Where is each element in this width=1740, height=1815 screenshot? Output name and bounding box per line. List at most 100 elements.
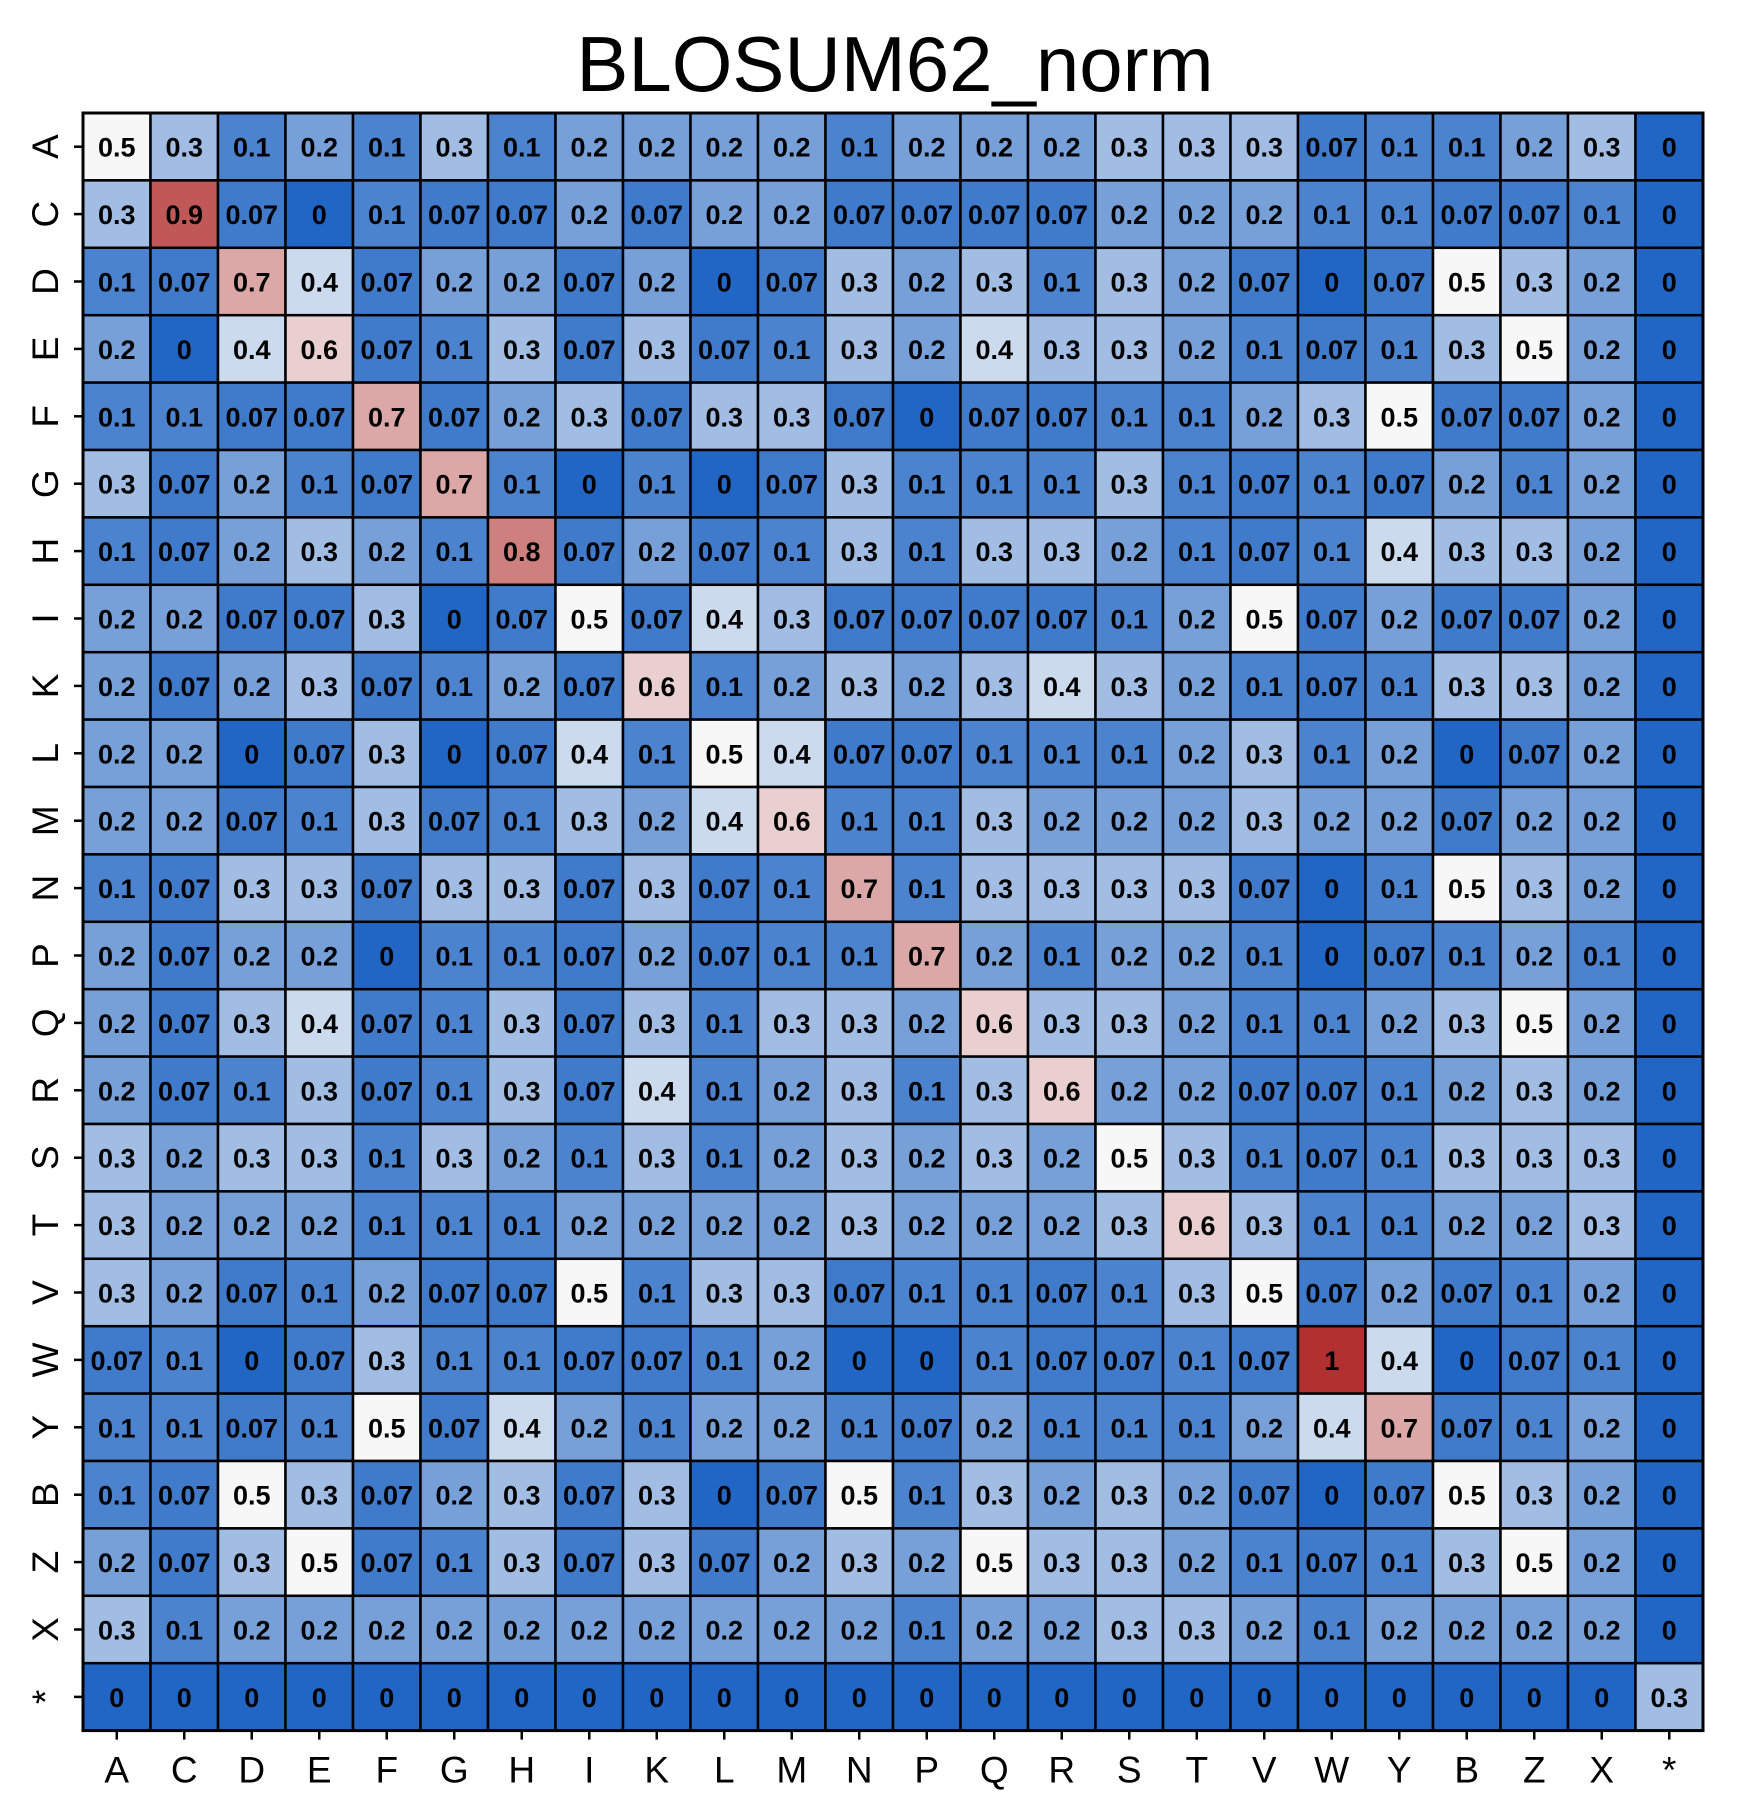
heatmap-cell (621, 1527, 692, 1598)
cell-value-label: 0.07 (1035, 1279, 1088, 1309)
cell-value-label: 0.3 (570, 402, 608, 432)
heatmap-cell (824, 1661, 895, 1732)
heatmap-cell (1566, 1190, 1637, 1261)
cell-value-label: 0.6 (1043, 1076, 1081, 1106)
y-tick-label: C (25, 201, 66, 228)
heatmap-cell (419, 448, 490, 519)
cell-value-label: 0.3 (368, 807, 406, 837)
heatmap-cell (419, 1055, 490, 1126)
heatmap-cell (1364, 920, 1435, 991)
cell-value-label: 0.1 (98, 874, 136, 904)
heatmap-cell (891, 1055, 962, 1126)
cell-value-label: 0.07 (563, 1481, 616, 1511)
cell-value-label: 0 (987, 1683, 1002, 1713)
cell-value-label: 0.07 (293, 739, 346, 769)
cell-value-label: 0.2 (435, 268, 473, 298)
cell-value-label: 0.2 (638, 1616, 676, 1646)
cell-value-label: 0.1 (1245, 1548, 1283, 1578)
y-tick-label: W (25, 1342, 66, 1377)
cell-value-label: 0.1 (570, 1144, 608, 1174)
cell-value-label: 0.3 (300, 874, 338, 904)
cell-value-label: 0.3 (638, 1548, 676, 1578)
cell-value-label: 0 (1662, 739, 1677, 769)
cell-value-label: 0.07 (360, 1076, 413, 1106)
cell-value-label: 0.07 (1035, 402, 1088, 432)
cell-value-label: 0 (1662, 470, 1677, 500)
cell-value-label: 0.3 (98, 1144, 136, 1174)
x-tick-label: A (104, 1750, 129, 1791)
cell-value-label: 0.3 (570, 807, 608, 837)
heatmap-cell (216, 650, 287, 721)
cell-value-label: 0.1 (1245, 335, 1283, 365)
cell-value-label: 0.2 (570, 1616, 608, 1646)
cell-value-label: 0.4 (503, 1413, 541, 1443)
cell-value-label: 0.2 (570, 200, 608, 230)
cell-value-label: 0.2 (908, 672, 946, 702)
cell-value-label: 0.3 (1043, 335, 1081, 365)
cell-value-label: 0.07 (630, 200, 683, 230)
heatmap-cell (1026, 1661, 1097, 1732)
cell-value-label: 0 (919, 1346, 934, 1376)
cell-value-label: 0.1 (1380, 672, 1418, 702)
heatmap-cell (1229, 1527, 1300, 1598)
heatmap-cell (1026, 1055, 1097, 1126)
cell-value-label: 0.3 (233, 1144, 271, 1174)
heatmap-cell (1431, 1324, 1502, 1395)
cell-value-label: 0.3 (1448, 537, 1486, 567)
cell-value-label: 0.07 (563, 1009, 616, 1039)
cell-value-label: 0 (1662, 1211, 1677, 1241)
heatmap-cell (1634, 1122, 1705, 1193)
cell-value-label: 0.4 (1043, 672, 1081, 702)
cell-value-label: 0.1 (1110, 1413, 1148, 1443)
heatmap-cell (1431, 1661, 1502, 1732)
cell-value-label: 0.3 (638, 1481, 676, 1511)
cell-value-label: 0.1 (300, 807, 338, 837)
heatmap-cell (216, 1661, 287, 1732)
cell-value-label: 0.3 (1043, 1009, 1081, 1039)
cell-value-label: 0.4 (1380, 1346, 1418, 1376)
cell-value-label: 0.1 (1583, 1346, 1621, 1376)
x-tick-label: T (1185, 1750, 1208, 1791)
cell-value-label: 0.2 (1110, 1076, 1148, 1106)
heatmap-cell (824, 1324, 895, 1395)
heatmap-cell (891, 448, 962, 519)
x-tick-label: G (440, 1750, 469, 1791)
cell-value-label: 0.2 (368, 1616, 406, 1646)
heatmap-cell (824, 785, 895, 856)
cell-value-label: 0.1 (435, 1346, 473, 1376)
cell-value-label: 0.1 (705, 1144, 743, 1174)
cell-value-label: 0.5 (1515, 1009, 1553, 1039)
cell-value-label: 0.1 (908, 874, 946, 904)
cell-value-label: 0.07 (900, 739, 953, 769)
cell-value-label: 0.3 (1448, 672, 1486, 702)
heatmap-cell (419, 583, 490, 654)
cell-value-label: 0 (514, 1683, 529, 1713)
cell-value-label: 0.1 (638, 739, 676, 769)
cell-value-label: 0.1 (1245, 1144, 1283, 1174)
cell-value-label: 0.3 (435, 1144, 473, 1174)
cell-value-label: 0.07 (225, 1413, 278, 1443)
cell-value-label: 0.2 (773, 1211, 811, 1241)
cell-value-label: 0.2 (233, 672, 271, 702)
heatmap-cell (1094, 1122, 1165, 1193)
cell-value-label: 0.3 (1110, 335, 1148, 365)
cell-value-label: 0.07 (698, 942, 751, 972)
cell-value-label: 0.1 (1043, 268, 1081, 298)
cell-value-label: 0.2 (1245, 1616, 1283, 1646)
cell-value-label: 0.2 (908, 1144, 946, 1174)
heatmap-cell (1499, 987, 1570, 1058)
cell-value-label: 0.3 (1515, 268, 1553, 298)
cell-value-label: 0.1 (1313, 739, 1351, 769)
cell-value-label: 0 (109, 1683, 124, 1713)
heatmap-cell (554, 785, 625, 856)
cell-value-label: 0.2 (1380, 1616, 1418, 1646)
heatmap-cell (284, 1257, 355, 1328)
cell-value-label: 0.1 (1245, 672, 1283, 702)
heatmap-cell (1094, 111, 1165, 182)
x-tick-label: M (776, 1750, 807, 1791)
y-tick-label: H (25, 538, 66, 565)
cell-value-label: 0.1 (705, 672, 743, 702)
cell-value-label: 0.2 (1178, 605, 1216, 635)
cell-value-label: 0.2 (705, 1616, 743, 1646)
cell-value-label: 0.1 (975, 1279, 1013, 1309)
